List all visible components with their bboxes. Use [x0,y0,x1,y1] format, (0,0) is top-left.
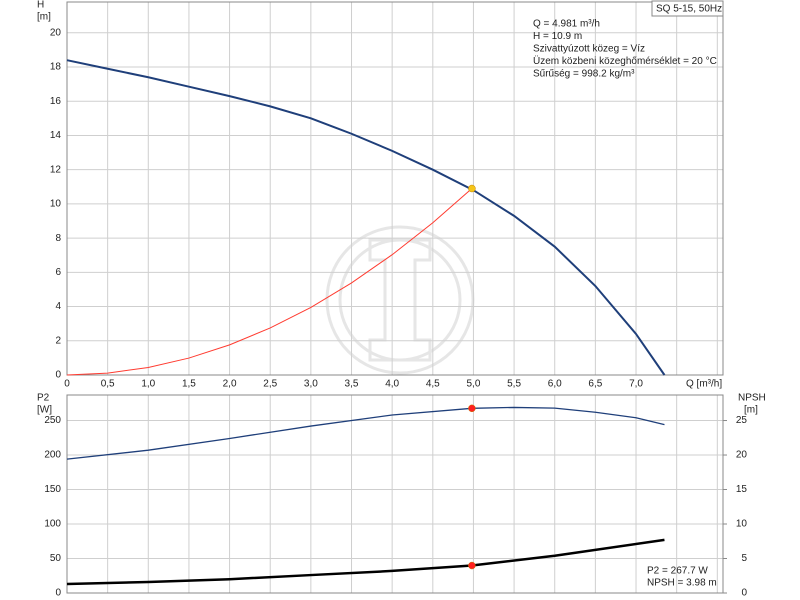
plot-frame [66,1,724,376]
y-tick-label: 10 [50,199,62,210]
y-axis-label: [m] [37,12,51,23]
title-box [651,0,724,17]
y-tick-label: 0 [55,370,61,381]
y2-tick-label: 15 [736,484,748,495]
y-axis-label: H [37,0,44,11]
x-tick-label: 0,5 [101,379,115,390]
annotation: Szivattyúzott közeg = Víz [533,44,645,55]
x-axis-label: Q [m³/h] [686,379,722,390]
y-tick-label: 4 [55,301,61,312]
duty-point [468,184,476,193]
plot-frame [66,394,724,594]
x-tick-label: 7,0 [629,379,643,390]
series-line [66,59,666,376]
series-line [66,188,473,376]
y2-tick-label: 20 [736,450,748,461]
x-tick-label: 1,0 [141,379,155,390]
y2-tick-label: 25 [736,415,748,426]
y2-tick-label: 0 [741,588,747,599]
y-tick-label: 250 [44,415,61,426]
x-tick-label: 2,5 [263,379,277,390]
y2-axis-label: NPSH [738,393,766,404]
y-tick-label: 14 [50,130,62,141]
y-tick-label: 16 [50,96,62,107]
annotation: Q = 4.981 m³/h [533,19,600,30]
annotation: NPSH = 3.98 m [647,578,717,589]
series-line [66,538,665,586]
x-tick-label: 5,0 [466,379,480,390]
x-tick-label: 4,5 [426,379,440,390]
y-tick-label: 6 [55,267,61,278]
x-tick-label: 6,5 [588,379,602,390]
chart-title: SQ 5-15, 50Hz [656,4,722,15]
y-axis-label: P2 [37,393,50,404]
x-tick-label: 5,5 [507,379,521,390]
x-tick-label: 1,5 [182,379,196,390]
y-tick-label: 50 [50,553,62,564]
y-tick-label: 100 [44,519,61,530]
duty-point [468,561,476,570]
y-tick-label: 2 [55,335,61,346]
y2-tick-label: 10 [736,519,748,530]
annotation: H = 10.9 m [533,31,582,42]
y-tick-label: 200 [44,450,61,461]
annotation: Üzem közbeni közeghőmérséklet = 20 °C [533,55,717,67]
x-tick-label: 6,0 [548,379,562,390]
x-tick-label: 2,0 [223,379,237,390]
x-tick-label: 0 [64,379,70,390]
y-tick-label: 20 [50,27,62,38]
annotation: P2 = 267.7 W [647,566,708,577]
y-tick-label: 18 [50,62,62,73]
x-tick-label: 3,0 [304,379,318,390]
duty-point [468,404,476,413]
y-tick-label: 0 [55,588,61,599]
y-tick-label: 8 [55,233,61,244]
y-tick-label: 150 [44,484,61,495]
y-axis-label: [W] [37,405,52,416]
annotation: Sűrűség = 998.2 kg/m³ [533,69,635,80]
x-tick-label: 3,5 [345,379,359,390]
y-tick-label: 12 [50,164,62,175]
y2-tick-label: 5 [741,553,747,564]
series-line [66,406,665,460]
y2-axis-label: [m] [744,405,758,416]
x-tick-label: 4,0 [385,379,399,390]
